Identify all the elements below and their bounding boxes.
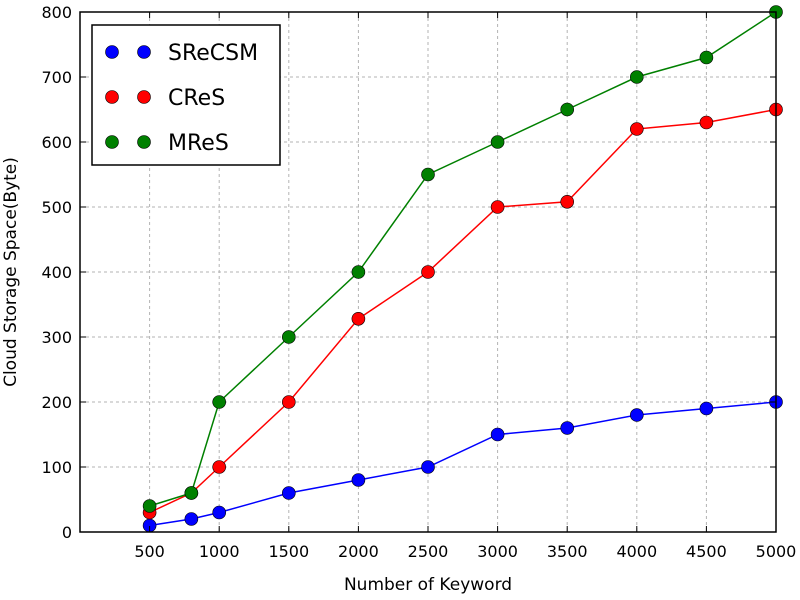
- x-tick-label: 3500: [547, 542, 588, 561]
- legend-marker: [105, 135, 119, 149]
- data-point-mres: [490, 135, 505, 149]
- legend-marker: [137, 135, 151, 149]
- data-point-cres: [351, 311, 366, 326]
- legend-marker: [105, 90, 119, 104]
- y-tick-label: 600: [41, 133, 72, 152]
- data-point-mres: [281, 330, 296, 344]
- y-tick-label: 800: [41, 3, 72, 22]
- data-point-srecsm: [184, 512, 199, 526]
- legend-entry-mres: MReS: [105, 131, 229, 156]
- data-point-cres: [212, 460, 226, 474]
- data-point-mres: [184, 486, 199, 500]
- y-tick-label: 100: [41, 458, 72, 477]
- data-point-mres: [212, 395, 226, 409]
- x-tick-label: 2000: [338, 542, 379, 561]
- data-point-srecsm: [421, 460, 435, 474]
- legend-marker: [137, 90, 151, 104]
- y-tick-label: 200: [41, 393, 72, 412]
- x-tick-label: 3000: [477, 542, 518, 561]
- data-point-mres: [629, 70, 644, 84]
- legend-box: [91, 24, 281, 166]
- x-tick-label: 5000: [756, 542, 797, 561]
- data-point-cres: [699, 115, 714, 130]
- data-point-srecsm: [212, 505, 226, 520]
- y-tick-label: 300: [41, 328, 72, 347]
- data-point-mres: [421, 167, 435, 182]
- legend-marker: [105, 45, 119, 59]
- data-point-srecsm: [699, 401, 714, 416]
- data-point-mres: [560, 102, 575, 117]
- legend-label: CReS: [168, 86, 225, 111]
- legend-entry-cres: CReS: [105, 86, 225, 111]
- data-point-mres: [351, 265, 366, 279]
- y-tick-label: 500: [41, 198, 72, 217]
- data-point-srecsm: [629, 408, 644, 422]
- y-tick-label: 400: [41, 263, 72, 282]
- data-point-cres: [560, 195, 575, 209]
- x-tick-label: 4500: [686, 542, 727, 561]
- y-tick-label: 0: [62, 523, 72, 542]
- x-tick-label: 1000: [199, 542, 240, 561]
- data-point-mres: [699, 50, 714, 65]
- x-tick-label: 4000: [616, 542, 657, 561]
- x-tick-label: 2500: [408, 542, 449, 561]
- legend-label: MReS: [168, 131, 229, 156]
- data-point-cres: [421, 265, 435, 279]
- data-point-mres: [142, 499, 157, 513]
- legend-label: SReCSM: [168, 41, 258, 66]
- legend: SReCSM CReS MReS: [91, 24, 281, 166]
- y-tick-label: 700: [41, 68, 72, 87]
- legend-marker: [137, 45, 151, 59]
- series-line-cres: [149, 108, 777, 514]
- data-point-cres: [629, 122, 644, 136]
- data-point-cres: [490, 200, 505, 214]
- data-point-cres: [281, 395, 296, 409]
- data-point-srecsm: [490, 427, 505, 442]
- data-point-srecsm: [560, 421, 575, 435]
- x-axis-label: Number of Keyword: [344, 575, 512, 595]
- y-axis-label: Cloud Storage Space(Byte): [1, 157, 21, 387]
- legend-entry-srecsm: SReCSM: [105, 41, 258, 66]
- x-tick-label: 500: [134, 542, 165, 561]
- x-tick-labels: 500 1000 1500 2000 2500 3000 3500 4000 4500 5000: [134, 12, 796, 561]
- data-point-srecsm: [281, 486, 296, 500]
- x-tick-label: 1500: [268, 542, 309, 561]
- series-line-srecsm: [149, 401, 777, 527]
- data-point-srecsm: [351, 473, 366, 487]
- y-tick-labels: 0 100 200 300 400 500 600 700 800: [41, 3, 776, 542]
